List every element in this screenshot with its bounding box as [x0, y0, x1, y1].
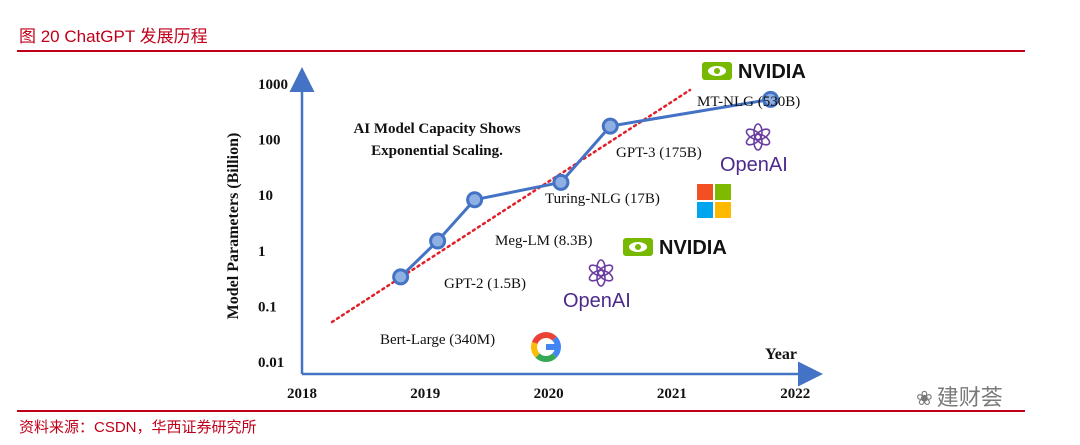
data-point: [552, 173, 570, 191]
wechat-icon: ❀: [916, 388, 933, 410]
x-tick-label: 2021: [657, 386, 687, 402]
axes: 0.01 0.1 1 10 100 1000 2018 2019 2020 2021 2022 Yea…: [225, 67, 823, 402]
data-point: [601, 117, 619, 135]
data-label: GPT-2 (1.5B): [444, 276, 526, 292]
openai-knot-icon: [588, 259, 614, 287]
y-tick-label: 1000: [258, 77, 288, 93]
openai-logo-gpt2: OpenAI: [563, 259, 631, 312]
trendline: [330, 88, 692, 324]
microsoft-green-square: [715, 184, 731, 200]
google-g-arc: [531, 332, 557, 345]
nvidia-eye-pupil: [635, 244, 641, 250]
data-point: [466, 191, 484, 209]
point-labels: Bert-Large (340M) GPT-2 (1.5B) Meg-LM (8.3…: [380, 94, 800, 348]
y-tick-label: 100: [258, 133, 281, 149]
nvidia-logo-top: NVIDIA: [702, 61, 806, 83]
openai-wordmark: OpenAI: [563, 290, 631, 312]
openai-logo-gpt3: OpenAI: [720, 123, 788, 176]
google-g-arc: [531, 341, 540, 358]
x-tick-label: 2020: [534, 386, 564, 402]
x-axis-title: Year: [765, 346, 797, 363]
data-point: [392, 268, 410, 286]
nvidia-wordmark: NVIDIA: [738, 61, 806, 83]
chart-title-line-2: Exponential Scaling.: [371, 143, 503, 159]
y-tick-label: 1: [258, 244, 266, 260]
x-tick-label: 2019: [410, 386, 440, 402]
openai-knot-petal: [745, 128, 762, 141]
x-tick-label: 2022: [780, 386, 810, 402]
figure-title: 图 20 ChatGPT 发展历程: [19, 27, 208, 46]
company-logos: NVIDIA OpenAI OpenAI NVIDIA: [531, 61, 806, 362]
y-tick-label: 10: [258, 188, 273, 204]
y-tick-label: 0.1: [258, 299, 277, 315]
microsoft-yellow-square: [715, 202, 731, 218]
data-point: [429, 232, 447, 250]
data-point: [762, 90, 780, 108]
data-label: Bert-Large (340M): [380, 332, 495, 348]
x-tick-label: 2018: [287, 386, 317, 402]
top-divider: [17, 50, 1025, 52]
openai-wordmark: OpenAI: [720, 154, 788, 176]
nvidia-eye-pupil: [714, 68, 720, 74]
bottom-divider: [17, 410, 1025, 412]
trendline-path: [330, 88, 692, 324]
data-label: MT-NLG (530B): [697, 94, 800, 110]
google-logo: [531, 332, 561, 362]
google-g-bar: [546, 344, 560, 350]
data-label: GPT-3 (175B): [616, 145, 702, 161]
watermark: ❀ 建财荟: [916, 380, 1003, 412]
openai-knot-icon: [745, 123, 771, 151]
series-polyline: [399, 97, 771, 278]
watermark-text: 建财荟: [936, 385, 1003, 410]
openai-knot-petal: [588, 264, 605, 277]
microsoft-red-square: [697, 184, 713, 200]
series-line: [392, 90, 780, 286]
data-label: Turing-NLG (17B): [545, 191, 660, 207]
microsoft-blue-square: [697, 202, 713, 218]
chart-title-line-1: AI Model Capacity Shows: [353, 121, 520, 137]
nvidia-logo-meglm: NVIDIA: [623, 237, 727, 259]
data-label: Meg-LM (8.3B): [495, 233, 593, 249]
google-g-arc: [535, 353, 557, 362]
nvidia-wordmark: NVIDIA: [659, 237, 727, 259]
microsoft-logo: [697, 184, 731, 218]
source-note: 资料来源：CSDN，华西证券研究所: [19, 419, 257, 436]
y-axis-title: Model Parameters (Billion): [225, 133, 242, 320]
y-tick-label: 0.01: [258, 355, 284, 371]
